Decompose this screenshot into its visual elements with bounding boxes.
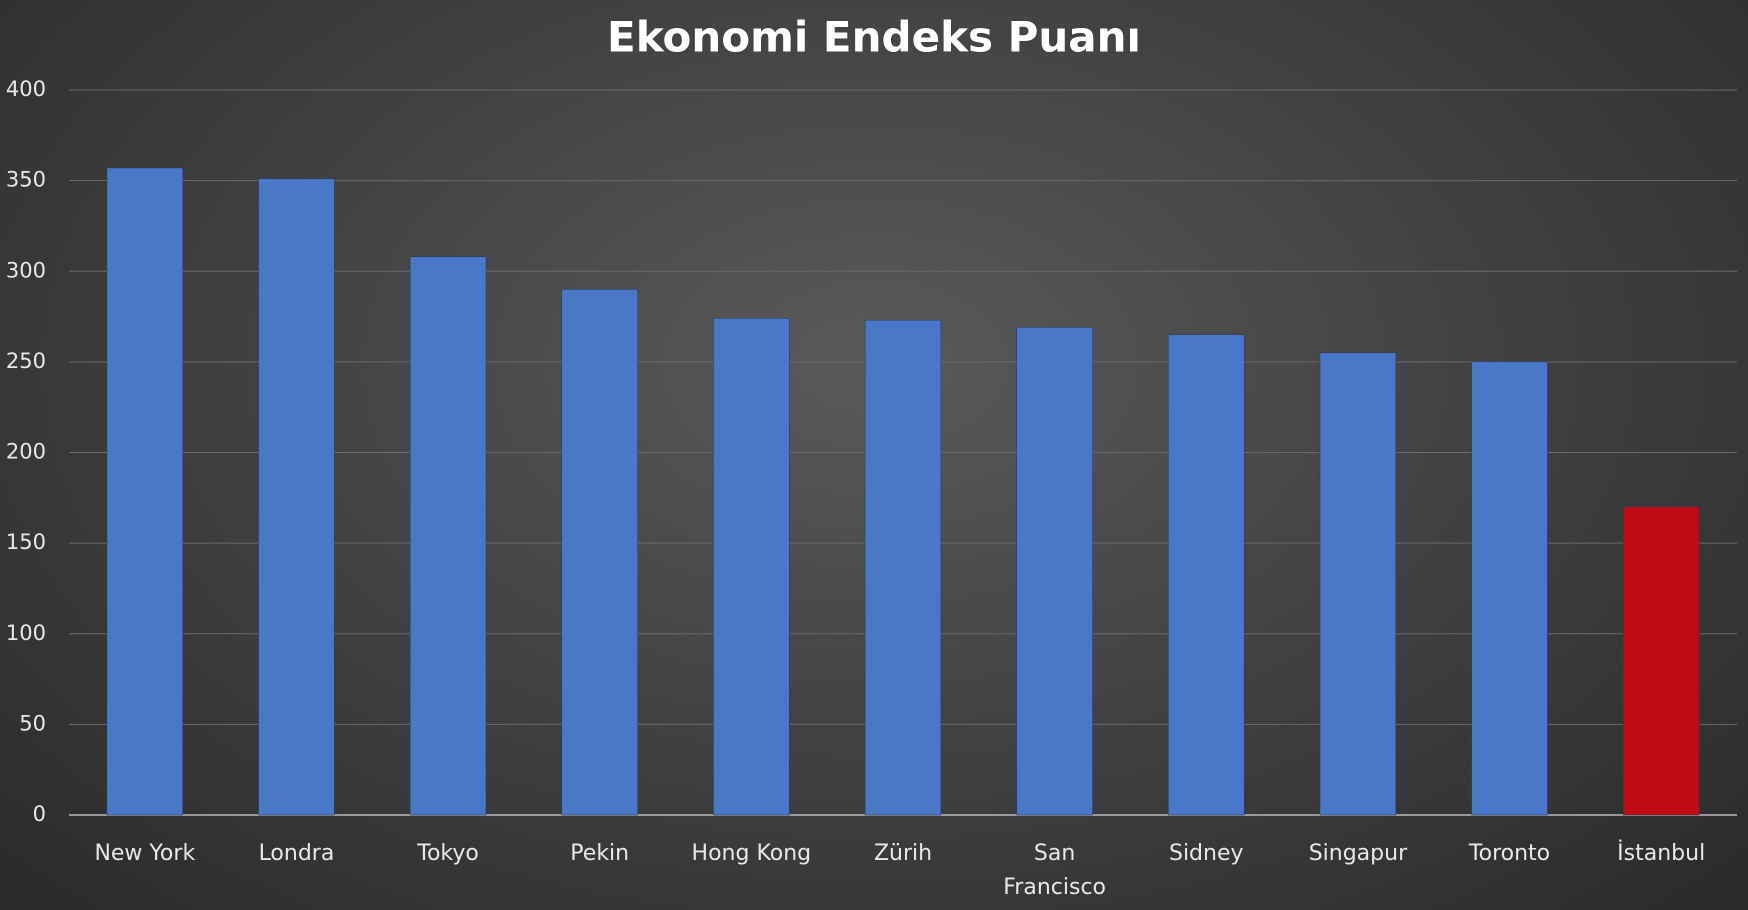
y-tick-label: 50 xyxy=(19,711,46,735)
bar xyxy=(1319,352,1397,816)
bar xyxy=(1016,327,1093,816)
y-tick-label: 200 xyxy=(6,440,46,464)
bar xyxy=(1471,361,1548,816)
chart-title: Ekonomi Endeks Puanı xyxy=(607,13,1141,62)
x-tick-label: New York xyxy=(94,841,196,866)
y-tick-label: 100 xyxy=(6,621,46,645)
bar xyxy=(1168,334,1245,816)
x-tick-label: Sidney xyxy=(1168,841,1244,866)
bar xyxy=(864,319,942,816)
y-tick-label: 300 xyxy=(6,258,46,282)
x-tick-label: Singapur xyxy=(1308,841,1408,866)
bar xyxy=(106,167,183,816)
bar xyxy=(409,256,487,816)
bar xyxy=(713,318,790,816)
bar xyxy=(561,289,638,816)
bar xyxy=(1623,506,1700,816)
y-tick-label: 150 xyxy=(6,530,46,554)
x-tick-label: Pekin xyxy=(570,841,630,866)
y-tick-label: 0 xyxy=(33,802,46,826)
x-tick-label: Tokyo xyxy=(417,841,479,866)
x-tick-label: İstanbul xyxy=(1617,841,1706,866)
x-tick-label: Hong Kong xyxy=(691,841,812,866)
y-tick-label: 350 xyxy=(6,168,46,192)
x-tick-label: Toronto xyxy=(1468,841,1551,866)
x-tick-label: San Francisco xyxy=(1003,841,1106,900)
y-tick-label: 250 xyxy=(6,349,46,373)
x-tick-label: Londra xyxy=(258,841,335,866)
y-tick-label: 400 xyxy=(6,77,46,101)
bar xyxy=(258,178,335,816)
x-tick-label: Zürih xyxy=(873,841,933,866)
